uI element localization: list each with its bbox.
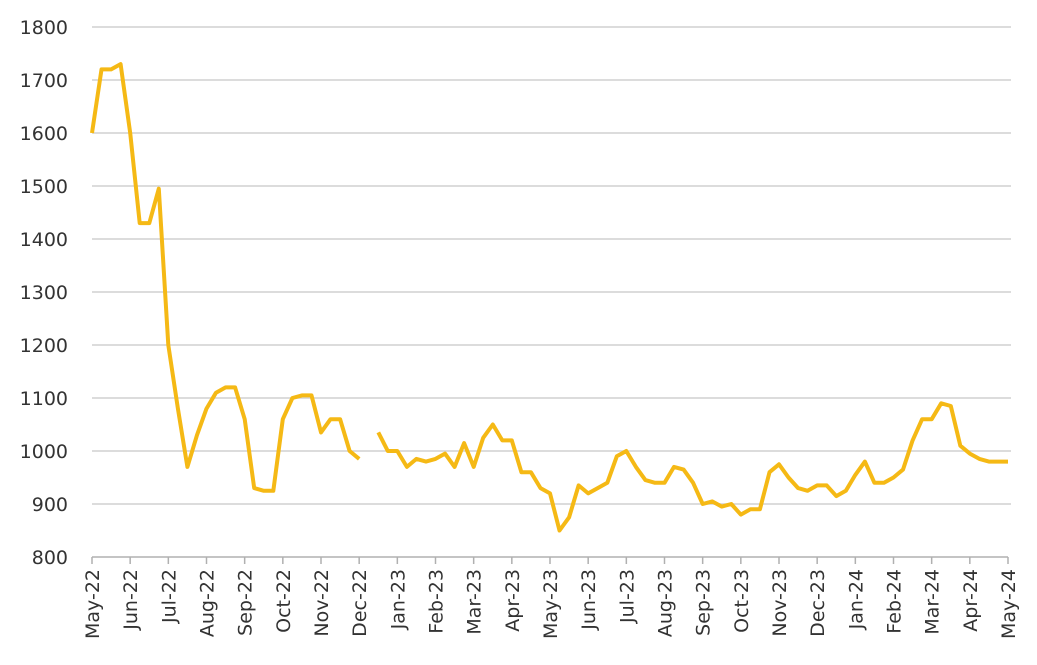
x-tick-label: Nov-23 xyxy=(769,569,791,637)
x-tick-label: Dec-22 xyxy=(349,569,371,637)
x-tick-label: Sep-22 xyxy=(235,569,257,636)
y-tick-label: 1000 xyxy=(20,441,68,463)
x-tick-label: Jul-23 xyxy=(616,569,638,624)
x-tick-label: May-23 xyxy=(540,569,562,639)
x-tick-label: Jan-24 xyxy=(845,569,867,630)
x-tick-label: Dec-23 xyxy=(807,569,829,637)
x-tick-label: Aug-23 xyxy=(655,569,677,637)
y-tick-label: 900 xyxy=(32,494,68,516)
x-tick-label: Feb-24 xyxy=(884,569,906,634)
x-tick-label: Apr-24 xyxy=(960,569,982,632)
y-tick-label: 1600 xyxy=(20,123,68,145)
x-tick-label: Mar-24 xyxy=(922,569,944,635)
x-tick-label: Jun-22 xyxy=(120,569,142,631)
y-tick-label: 1800 xyxy=(20,17,68,39)
y-tick-label: 1200 xyxy=(20,335,68,357)
y-tick-label: 1100 xyxy=(20,388,68,410)
x-tick-label: Jun-23 xyxy=(578,569,600,631)
x-tick-label: Jul-22 xyxy=(158,569,180,624)
x-tick-label: May-24 xyxy=(998,569,1020,639)
x-tick-label: Feb-23 xyxy=(426,569,448,634)
y-tick-label: 1500 xyxy=(20,176,68,198)
x-tick-label: Mar-23 xyxy=(464,569,486,635)
x-tick-label: Oct-22 xyxy=(273,569,295,633)
x-tick-label: Jan-23 xyxy=(387,569,409,630)
x-tick-label: Oct-23 xyxy=(731,569,753,633)
y-tick-label: 1400 xyxy=(20,229,68,251)
x-tick-label: Aug-22 xyxy=(197,569,219,637)
y-tick-label: 800 xyxy=(32,547,68,569)
x-tick-label: Apr-23 xyxy=(502,569,524,632)
x-tick-label: May-22 xyxy=(82,569,104,639)
x-tick-label: Sep-23 xyxy=(693,569,715,636)
y-tick-label: 1300 xyxy=(20,282,68,304)
y-tick-label: 1700 xyxy=(20,70,68,92)
x-tick-label: Nov-22 xyxy=(311,569,333,637)
line xyxy=(90,62,1008,533)
